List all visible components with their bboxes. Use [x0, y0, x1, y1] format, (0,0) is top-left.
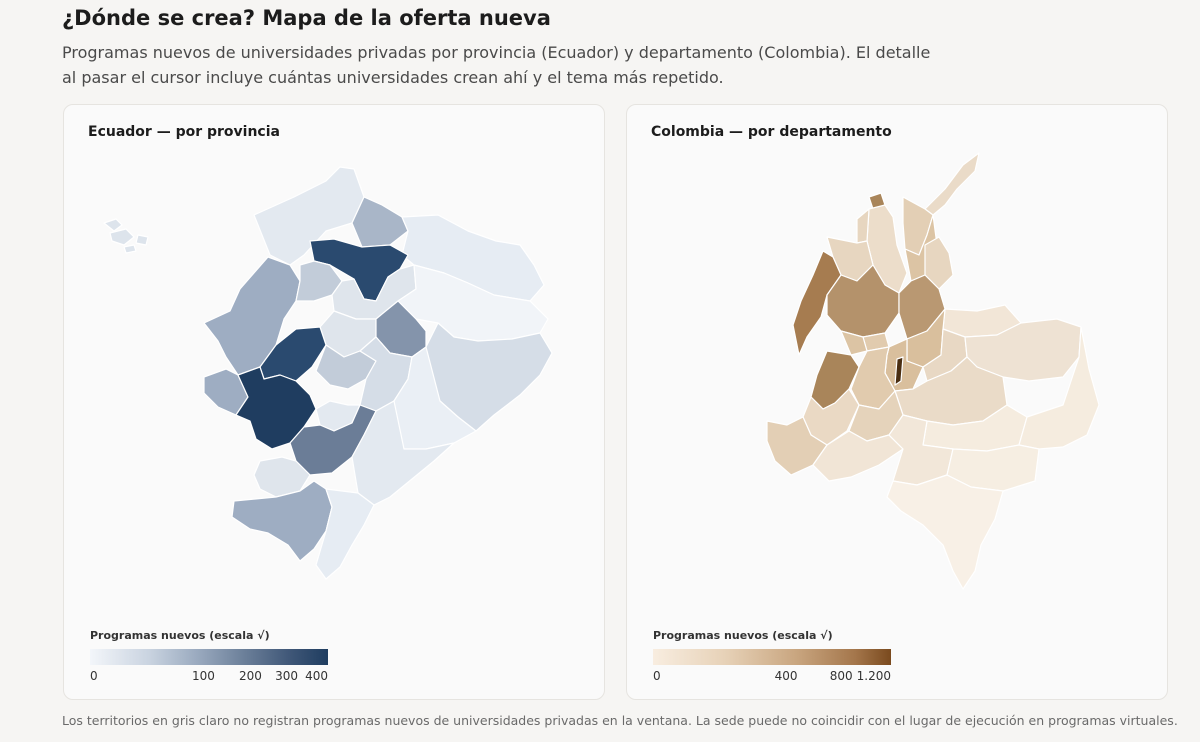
- ecuador-legend-title: Programas nuevos (escala √): [90, 629, 270, 642]
- department-choco[interactable]: [792, 250, 842, 356]
- ecuador-legend-tick: 0: [90, 669, 98, 683]
- ecuador-map-panel: Ecuador — por provincia Programas nuevos…: [63, 104, 605, 700]
- ecuador-legend: Programas nuevos (escala √) 0 100 200 300 40…: [90, 629, 390, 689]
- page-title: ¿Dónde se crea? Mapa de la oferta nueva: [62, 6, 551, 30]
- department-bogota[interactable]: [894, 356, 904, 386]
- province-galapagos[interactable]: [103, 218, 149, 254]
- colombia-map-panel: Colombia — por departamento Prog: [626, 104, 1168, 700]
- colombia-map: [766, 152, 1100, 590]
- province-zamora[interactable]: [315, 488, 375, 580]
- ecuador-legend-gradient: [90, 649, 328, 665]
- ecuador-panel-title: Ecuador — por provincia: [88, 124, 280, 140]
- ecuador-legend-tick: 400: [305, 669, 328, 683]
- ecuador-legend-tick: 300: [275, 669, 298, 683]
- colombia-legend-gradient: [653, 649, 891, 665]
- colombia-legend-tick: 0: [653, 669, 661, 683]
- ecuador-legend-tick: 200: [239, 669, 262, 683]
- province-morona[interactable]: [351, 400, 455, 506]
- ecuador-legend-tick: 100: [192, 669, 215, 683]
- colombia-panel-title: Colombia — por departamento: [651, 124, 892, 140]
- page-subtitle: Programas nuevos de universidades privad…: [62, 43, 931, 87]
- province-loja[interactable]: [231, 480, 333, 562]
- colombia-legend: Programas nuevos (escala √) 0 400 800 1.200: [653, 629, 953, 689]
- department-la-guajira[interactable]: [924, 152, 980, 216]
- department-amazonas[interactable]: [886, 474, 1004, 590]
- department-sucre[interactable]: [856, 208, 870, 244]
- colombia-legend-tick: 1.200: [856, 669, 891, 683]
- department-antioquia[interactable]: [826, 264, 900, 338]
- footnote: Los territorios en gris claro no registr…: [62, 713, 1178, 728]
- province-carchi[interactable]: [351, 196, 409, 248]
- colombia-legend-title: Programas nuevos (escala √): [653, 629, 833, 642]
- ecuador-map: [103, 166, 553, 580]
- colombia-legend-tick: 400: [774, 669, 798, 683]
- colombia-legend-tick: 800: [829, 669, 853, 683]
- department-tolima[interactable]: [850, 346, 896, 410]
